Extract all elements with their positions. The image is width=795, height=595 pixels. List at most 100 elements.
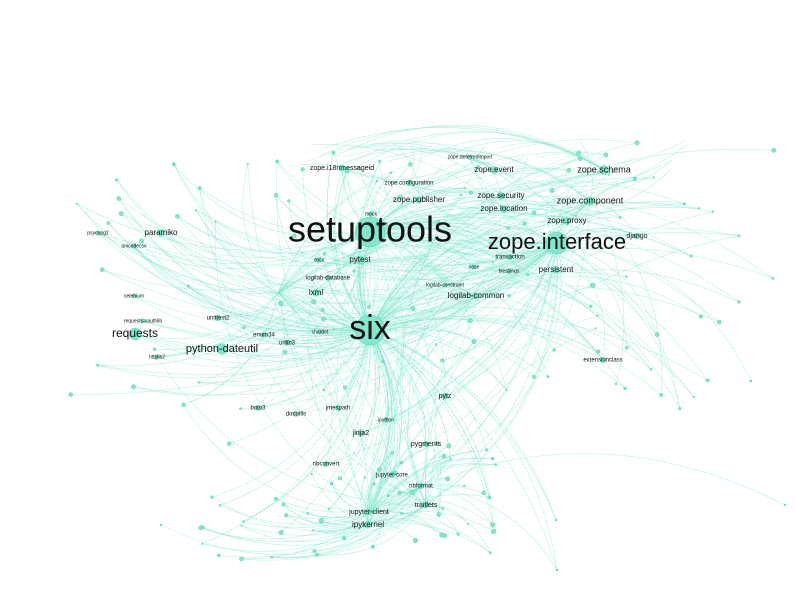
graph-node-minor (489, 241, 493, 246)
label-nose: nose (469, 264, 480, 270)
node-lxml (312, 289, 320, 297)
graph-edge (133, 245, 371, 333)
graph-edge (367, 519, 442, 536)
node-paramiko (157, 229, 165, 237)
graph-node-minor (197, 186, 202, 191)
graph-node-minor (318, 518, 325, 524)
graph-edge (321, 511, 370, 524)
graph-edge (199, 187, 371, 234)
graph-node-minor (333, 328, 336, 331)
graph-edge (369, 271, 627, 331)
graph-edge (369, 195, 502, 331)
graph-edge (368, 453, 786, 513)
graph-node-minor (505, 389, 508, 392)
node-zope-deferredimport (467, 154, 473, 160)
graph-edge (257, 292, 285, 409)
graph-edge (156, 231, 371, 358)
graph-edge (97, 200, 591, 267)
graph-node-minor (214, 220, 217, 223)
graph-edge (368, 170, 569, 513)
graph-edge (369, 327, 535, 378)
graph-edge (369, 208, 505, 331)
node-enum34 (261, 332, 267, 338)
graph-edge (286, 504, 427, 525)
graph-edge (369, 329, 487, 450)
graph-node-minor (594, 327, 597, 330)
graph-edge (385, 242, 558, 421)
graph-node-minor (552, 348, 556, 352)
graph-node-minor (625, 345, 629, 350)
graph-node-minor (217, 553, 221, 558)
graph-edge (533, 242, 562, 378)
label-blessings: blessings (499, 268, 520, 274)
graph-edge (444, 242, 558, 286)
graph-edge (369, 177, 654, 331)
label-jmespath: jmespath (325, 406, 350, 412)
graph-edge (141, 240, 558, 292)
graph-edge (275, 485, 422, 513)
graph-node-minor (306, 512, 310, 515)
graph-edge (420, 485, 558, 571)
node-python-dateutil (216, 343, 228, 355)
graph-edge (121, 213, 371, 259)
graph-node-minor (218, 503, 222, 507)
graph-node-minor (99, 267, 105, 273)
graph-node-minor (526, 273, 530, 277)
node-unittest2 (215, 315, 221, 321)
graph-node-minor (342, 385, 347, 390)
graph-node-minor (118, 211, 124, 217)
graph-edge (221, 329, 371, 362)
graph-node-minor (130, 384, 136, 390)
label-zope: zope (377, 221, 388, 227)
graph-edge (367, 522, 491, 554)
label-enum34: enum34 (253, 333, 275, 339)
node-six (354, 314, 386, 346)
graph-edge (368, 235, 740, 513)
graph-node-minor (490, 522, 496, 528)
graph-node-minor (697, 207, 701, 210)
node-django (633, 232, 641, 240)
node-nbconvert (323, 461, 329, 467)
label-zope-interface: zope.interface (488, 229, 626, 254)
graph-edge (369, 316, 599, 352)
graph-edge (174, 164, 371, 331)
graph-edge (241, 511, 370, 560)
graph-edge (277, 292, 427, 445)
graph-edge (407, 344, 437, 506)
label-logilab-database: logilab-database (306, 276, 351, 282)
graph-node-minor (481, 490, 487, 496)
node-zope-security (497, 192, 505, 200)
graph-edge (287, 164, 420, 201)
graph-edge (444, 148, 495, 171)
graph-node-minor (625, 275, 628, 278)
graph-edge (221, 242, 558, 360)
graph-edge (76, 203, 371, 331)
label-paramiko: paramiko (145, 228, 178, 237)
node-pytz (441, 392, 449, 400)
graph-edge (369, 231, 405, 421)
graph-node-minor (356, 165, 361, 169)
graph-edge (212, 329, 371, 498)
graph-node-minor (242, 325, 246, 329)
graph-node-minor (292, 233, 297, 238)
label-logilab-constraint: logilab-constraint (426, 282, 464, 288)
graph-edge (369, 329, 452, 460)
graph-edge (311, 144, 505, 210)
graph-edge (359, 258, 695, 398)
graph-node-minor (389, 171, 393, 175)
graph-edge (408, 144, 688, 205)
graph-node-minor (175, 213, 180, 219)
graph-edge (326, 152, 371, 331)
graph-node-minor (320, 307, 325, 312)
node-nbformat (418, 483, 424, 489)
label-nbconvert: nbconvert (313, 462, 340, 468)
graph-node-minor (440, 358, 445, 363)
node-selenium (131, 293, 137, 299)
graph-edge (116, 179, 279, 294)
graph-node-minor (589, 304, 593, 308)
graph-edge (335, 124, 605, 171)
graph-edge (369, 231, 446, 397)
graph-edge (425, 242, 558, 506)
graph-node-minor (370, 544, 375, 549)
graph-edge (369, 329, 557, 521)
